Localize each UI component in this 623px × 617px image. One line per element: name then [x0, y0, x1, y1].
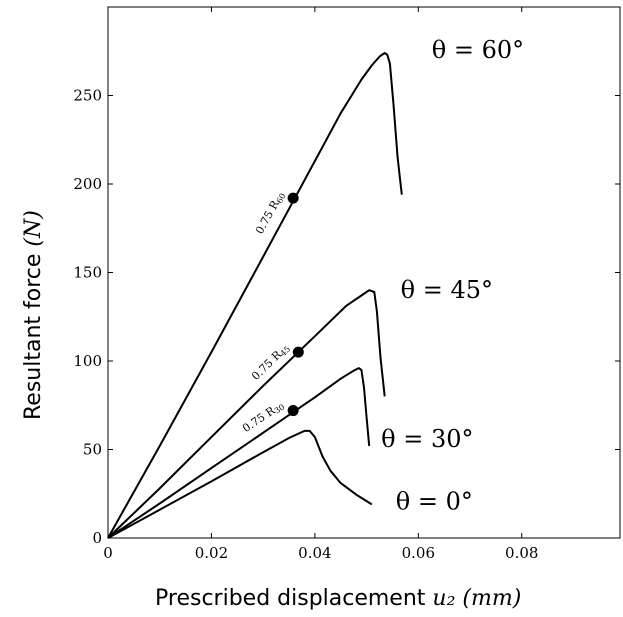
- y-tick-label: 200: [73, 175, 102, 193]
- annotation-marker: [287, 192, 299, 204]
- y-tick-label: 50: [83, 441, 102, 459]
- x-tick-label: 0.06: [402, 544, 435, 562]
- series-line: [107, 367, 371, 539]
- series-line: [107, 52, 403, 539]
- y-tick-label: 150: [73, 264, 102, 282]
- annotation-marker: [287, 405, 299, 417]
- x-tick-label: 0: [103, 544, 113, 562]
- annotation-label: 0.75 R45: [249, 341, 292, 384]
- x-tick-label: 0.02: [195, 544, 228, 562]
- series-labels: θ = 60° θ = 45° θ = 30° θ = 0°: [381, 36, 524, 515]
- annotation-label: 0.75 R60: [253, 189, 288, 236]
- x-axis-title: Prescribed displacement u₂ (mm): [155, 586, 521, 611]
- series-curves: [107, 52, 403, 539]
- x-tick-label: 0.04: [298, 544, 331, 562]
- x-tick-label: 0.08: [505, 544, 538, 562]
- axis-ticks: 0 0.02 0.04 0.06 0.08 0 50 100 150 200 250: [73, 7, 620, 562]
- series-label: θ = 30°: [381, 425, 473, 453]
- annotation-label: 0.75 R30: [240, 398, 286, 436]
- series-line: [107, 289, 386, 539]
- y-tick-label: 0: [92, 529, 102, 547]
- annotation-marker: [292, 346, 304, 358]
- series-label: θ = 45°: [401, 276, 493, 304]
- y-tick-label: 250: [73, 87, 102, 105]
- y-axis-title: Resultant force (N): [21, 210, 46, 420]
- plot-frame: [107, 6, 621, 539]
- y-tick-label: 100: [73, 352, 102, 370]
- series-label: θ = 60°: [432, 36, 524, 64]
- series-line: [107, 429, 373, 539]
- series-label: θ = 0°: [396, 487, 473, 515]
